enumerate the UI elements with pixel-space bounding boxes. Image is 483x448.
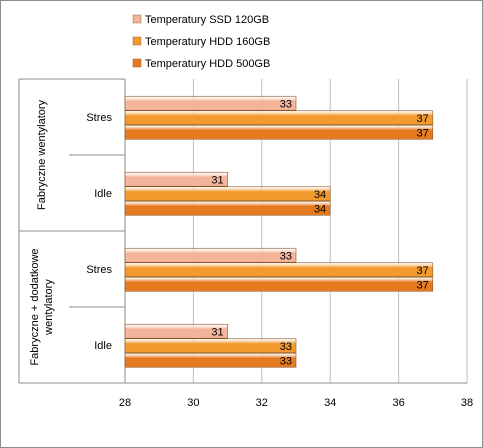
- bar: [124, 110, 434, 126]
- legend-swatch: [132, 36, 142, 46]
- x-tick-label: 36: [392, 397, 404, 409]
- bar-value-label: 37: [417, 265, 429, 277]
- category-label: Idle: [94, 188, 112, 200]
- bar: [124, 200, 331, 216]
- group-label: Fabryczne + dodatkowe: [29, 248, 41, 365]
- legend-label: Temperatury SSD 120GB: [145, 14, 269, 26]
- bar: [124, 247, 297, 263]
- bars: [124, 95, 434, 368]
- legend-swatch: [132, 14, 142, 24]
- bar: [124, 95, 297, 111]
- bar: [124, 323, 228, 339]
- bar: [124, 124, 434, 140]
- bar-value-label: 31: [211, 327, 223, 339]
- group-label: Fabryczne wentylatory: [36, 99, 48, 210]
- category-label: Stres: [86, 264, 112, 276]
- bar-value-label: 33: [280, 251, 292, 263]
- bar: [124, 276, 434, 292]
- x-tick-label: 30: [187, 397, 199, 409]
- bar: [124, 171, 228, 187]
- bar-value-label: 34: [314, 189, 326, 201]
- labels: 28 30 32 34 36 38 33 37 37 Stres 31 34 34 Idle 33 37 37 S…: [29, 99, 473, 410]
- bar-value-label: 37: [417, 128, 429, 140]
- x-tick-label: 34: [324, 397, 336, 409]
- bar-value-label: 33: [280, 99, 292, 111]
- bar-value-label: 33: [280, 356, 292, 368]
- legend-swatch: [132, 58, 142, 68]
- bar-value-label: 31: [211, 175, 223, 187]
- bar: [124, 352, 297, 368]
- bar: [124, 186, 331, 202]
- bar-value-label: 33: [280, 341, 292, 353]
- bar-value-label: 37: [417, 280, 429, 292]
- bar: [124, 338, 297, 354]
- legend-label: Temperatury HDD 500GB: [145, 58, 270, 70]
- x-tick-label: 32: [256, 397, 268, 409]
- bar-value-label: 34: [314, 204, 326, 216]
- category-label: Idle: [94, 340, 112, 352]
- x-tick-label: 38: [461, 397, 473, 409]
- legend: Temperatury SSD 120GB Temperatury HDD 160…: [132, 14, 270, 70]
- legend-label: Temperatury HDD 160GB: [145, 36, 270, 48]
- group-label: wentylatory: [43, 279, 55, 336]
- x-tick-label: 28: [119, 397, 131, 409]
- category-label: Stres: [86, 112, 112, 124]
- bar: [124, 262, 434, 278]
- bar-value-label: 37: [417, 113, 429, 125]
